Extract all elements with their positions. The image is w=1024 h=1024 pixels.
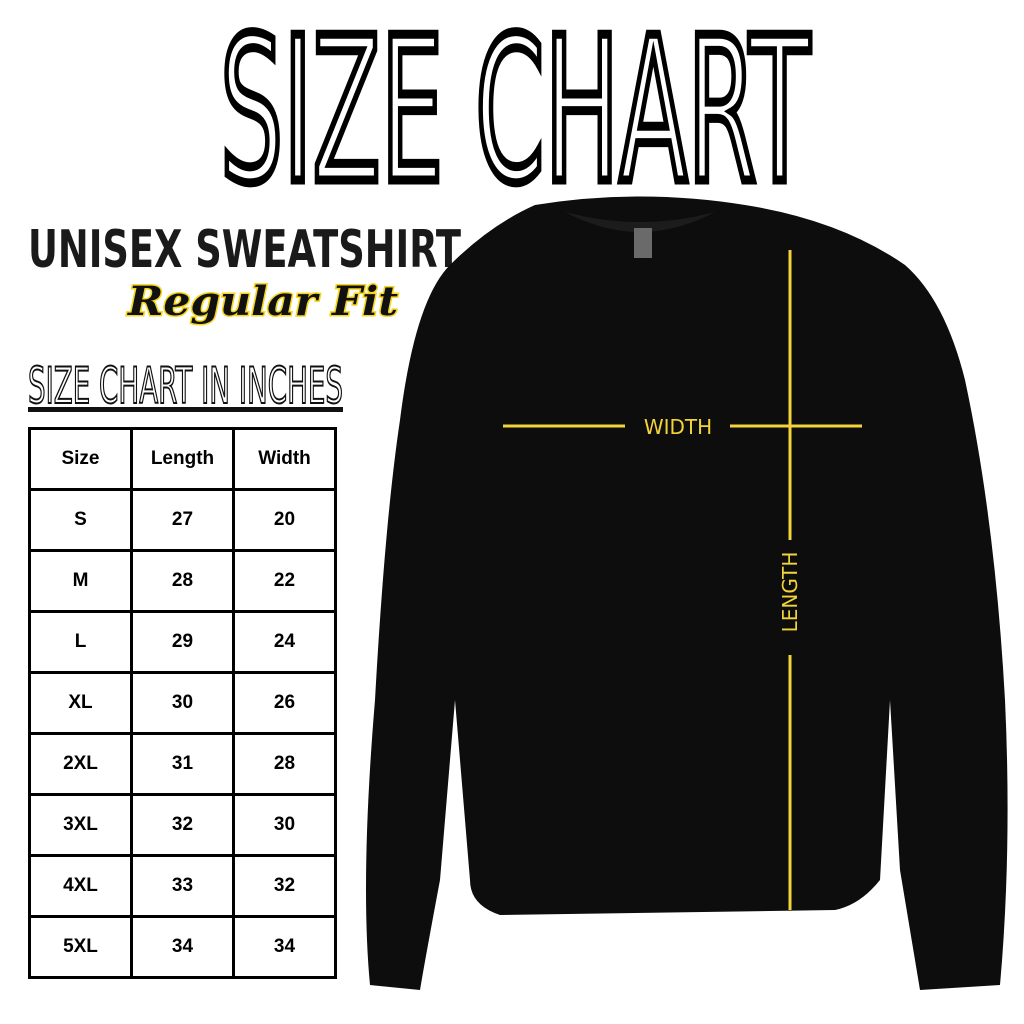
- width-cell: 28: [232, 732, 337, 796]
- size-cell: L: [28, 610, 133, 674]
- width-cell: 22: [232, 549, 337, 613]
- length-cell: 33: [130, 854, 235, 918]
- width-cell: 30: [232, 793, 337, 857]
- table-header-row: Size Length Width: [28, 427, 337, 491]
- table-row: 5XL 34 34: [28, 915, 337, 979]
- length-cell: 29: [130, 610, 235, 674]
- length-cell: 27: [130, 488, 235, 552]
- table-row: M 28 22: [28, 549, 337, 613]
- width-label: WIDTH: [644, 415, 712, 439]
- length-label: LENGTH: [778, 552, 802, 633]
- length-cell: 34: [130, 915, 235, 979]
- header-length: Length: [130, 427, 235, 491]
- table-row: S 27 20: [28, 488, 337, 552]
- size-cell: 2XL: [28, 732, 133, 796]
- neck-label-tag: [634, 228, 652, 258]
- fit-label: Regular Fit: [127, 278, 399, 325]
- svg-text:SIZE CHART: SIZE CHART: [220, 20, 810, 190]
- svg-text:SIZE CHART IN INCHES: SIZE CHART IN INCHES: [28, 357, 343, 415]
- header-size: Size: [28, 427, 133, 491]
- size-cell: 4XL: [28, 854, 133, 918]
- size-cell: 3XL: [28, 793, 133, 857]
- size-table: Size Length Width S 27 20 M 28 22 L 29 24 XL 30…: [28, 427, 337, 979]
- table-row: 3XL 32 30: [28, 793, 337, 857]
- table-row: 4XL 33 32: [28, 854, 337, 918]
- page-title: SIZE CHART: [216, 20, 815, 190]
- length-cell: 32: [130, 793, 235, 857]
- table-row: 2XL 31 28: [28, 732, 337, 796]
- length-cell: 30: [130, 671, 235, 735]
- table-row: L 29 24: [28, 610, 337, 674]
- length-cell: 28: [130, 549, 235, 613]
- size-cell: XL: [28, 671, 133, 735]
- measure-lines: [503, 250, 862, 910]
- width-cell: 32: [232, 854, 337, 918]
- product-heading: UNISEX SWEATSHIRT Regular Fit: [28, 220, 461, 327]
- width-cell: 26: [232, 671, 337, 735]
- table-row: XL 30 26: [28, 671, 337, 735]
- size-cell: 5XL: [28, 915, 133, 979]
- width-cell: 20: [232, 488, 337, 552]
- size-cell: M: [28, 549, 133, 613]
- width-cell: 34: [232, 915, 337, 979]
- width-cell: 24: [232, 610, 337, 674]
- product-name: UNISEX SWEATSHIRT: [28, 220, 461, 280]
- length-cell: 31: [130, 732, 235, 796]
- header-width: Width: [232, 427, 337, 491]
- size-cell: S: [28, 488, 133, 552]
- section-title: SIZE CHART IN INCHES: [27, 356, 344, 415]
